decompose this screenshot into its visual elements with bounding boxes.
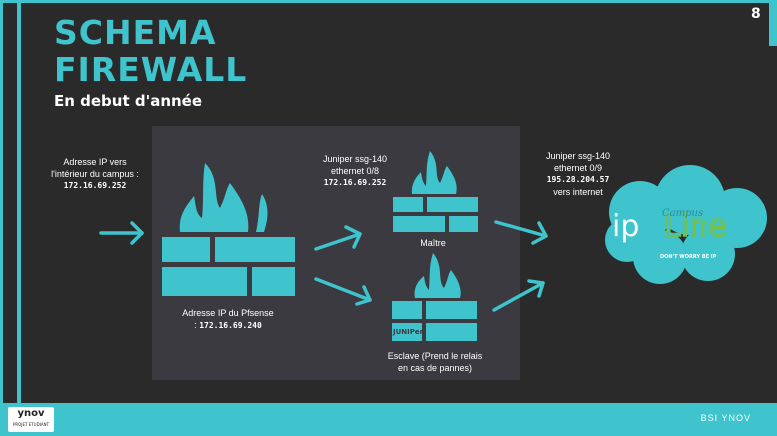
master-firewall-icon: [393, 197, 478, 232]
slave-flame-icon: [414, 253, 461, 298]
slave-line-2: en cas de pannes): [397, 363, 473, 373]
juniper-master-line-2: ethernet 0/8: [330, 166, 380, 176]
pfsense-line-1: Adresse IP du Pfsense: [182, 308, 274, 318]
pfsense-ip-label: Adresse IP du Pfsense : 172.16.69.240: [163, 307, 293, 332]
slide-title: SCHEMA FIREWALL: [54, 14, 247, 88]
pfsense-line-2: : 172.16.69.240: [163, 319, 293, 332]
arrow-into-pfsense: [99, 221, 144, 245]
arrow-pfsense-to-slave: [314, 277, 372, 306]
pfsense-flame-icon: [179, 163, 268, 232]
master-label: Maître: [420, 238, 446, 248]
arrow-master-to-cloud: [494, 220, 548, 245]
juniper-master-value: 172.16.69.252: [323, 178, 387, 187]
cloud-brand: ip Line Campus: [612, 208, 752, 252]
left-accent-bar: [17, 3, 21, 403]
cloud-brand-ip: ip: [612, 209, 640, 244]
pfsense-value: 172.16.69.240: [199, 321, 262, 330]
right-accent-bar: [769, 0, 777, 46]
title-line-2: FIREWALL: [54, 50, 248, 89]
campus-ip-line-2: l'intérieur du campus :: [51, 169, 139, 179]
campus-ip-label: Adresse IP vers l'intérieur du campus : …: [30, 156, 160, 192]
slide-subtitle: En debut d'année: [54, 92, 203, 110]
juniper-master-label: Juniper ssg-140 ethernet 0/8 172.16.69.2…: [305, 153, 405, 189]
juniper-internet-line-4: vers internet: [553, 187, 603, 197]
cloud-brand-line: Line: [663, 209, 727, 244]
cloud-brand-campus: Campus: [662, 208, 704, 219]
arrow-slave-to-cloud: [492, 279, 545, 312]
footer-bar: ynov PROJET ETUDIANT BSI YNOV: [0, 403, 777, 436]
juniper-internet-line-2: ethernet 0/9: [553, 163, 603, 173]
title-line-1: SCHEMA: [54, 13, 217, 52]
campus-ip-value: 172.16.69.252: [63, 181, 127, 190]
master-flame-icon: [411, 151, 457, 194]
top-border: [0, 0, 777, 3]
ynov-logo-text: ynov: [17, 408, 45, 419]
pfsense-firewall-icon: [162, 237, 295, 296]
arrows: [99, 220, 548, 312]
campus-ip-line-1: Adresse IP vers: [63, 157, 127, 167]
juniper-internet-line-1: Juniper ssg-140: [545, 151, 611, 161]
cloud-tagline: DON'T WORRY BE IP: [660, 254, 717, 260]
ynov-logo-subtext: PROJET ETUDIANT: [12, 422, 50, 427]
pfsense-prefix: :: [194, 320, 197, 330]
arrow-pfsense-to-master: [314, 225, 362, 251]
slave-firewall-icon: [392, 301, 477, 341]
ynov-logo: ynov PROJET ETUDIANT: [8, 407, 54, 432]
page-number: 8: [751, 6, 761, 22]
juniper-master-line-1: Juniper ssg-140: [322, 154, 388, 164]
cloud-icon: [605, 165, 767, 284]
slave-line-1: Esclave (Prend le relais: [387, 351, 483, 361]
juniper-internet-label: Juniper ssg-140 ethernet 0/9 195.28.204.…: [528, 150, 628, 198]
juniper-logo-text: JUNIPer: [393, 328, 424, 336]
left-border: [0, 0, 3, 436]
juniper-internet-value: 195.28.204.57: [546, 175, 610, 184]
footer-text: BSI YNOV: [700, 413, 751, 423]
slave-label: Esclave (Prend le relais en cas de panne…: [370, 350, 500, 374]
